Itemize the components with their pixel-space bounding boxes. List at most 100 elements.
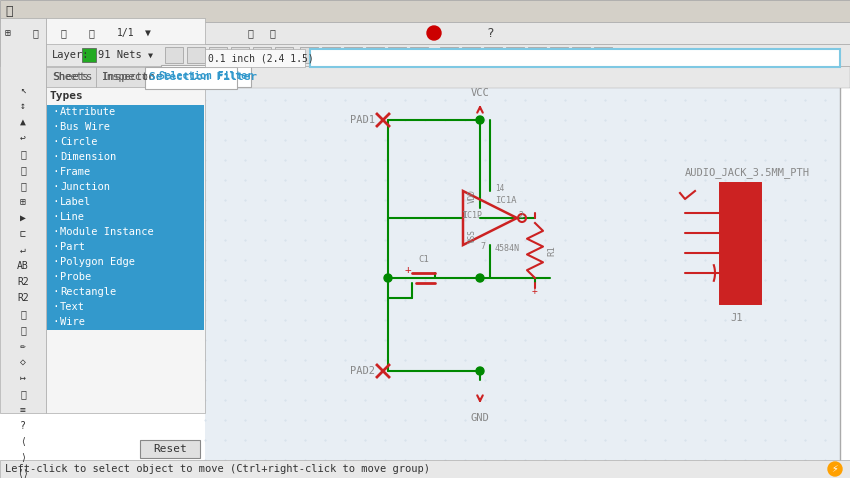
- Circle shape: [476, 274, 484, 282]
- Text: R1: R1: [547, 246, 556, 256]
- Text: 7: 7: [480, 241, 485, 250]
- Text: ↦: ↦: [20, 373, 26, 383]
- Text: ◇: ◇: [20, 357, 26, 367]
- Text: 4584N: 4584N: [495, 243, 520, 252]
- Bar: [47, 180, 204, 195]
- Bar: [47, 240, 204, 255]
- Text: ·: ·: [52, 197, 59, 207]
- Bar: [572, 47, 590, 63]
- Text: Attribute: Attribute: [60, 107, 116, 117]
- Bar: [366, 47, 384, 63]
- Text: 📐: 📐: [89, 28, 95, 38]
- Text: IC1A: IC1A: [495, 196, 517, 205]
- Bar: [47, 120, 204, 135]
- Text: ·: ·: [52, 122, 59, 132]
- Text: ⊏: ⊏: [20, 229, 26, 239]
- Bar: [161, 65, 251, 87]
- Text: ·: ·: [52, 167, 59, 177]
- Text: Text: Text: [60, 302, 85, 312]
- Circle shape: [828, 462, 842, 476]
- Text: ·: ·: [52, 182, 59, 192]
- Text: Dimension: Dimension: [60, 152, 116, 162]
- Bar: [47, 270, 204, 285]
- Text: Frame: Frame: [60, 167, 91, 177]
- Text: 🔍: 🔍: [270, 28, 276, 38]
- Bar: [205, 49, 305, 67]
- Text: 91 Nets: 91 Nets: [98, 50, 142, 60]
- Bar: [165, 47, 183, 63]
- Text: ⟨: ⟨: [20, 437, 26, 447]
- Text: +: +: [532, 286, 538, 296]
- Bar: [82, 48, 96, 62]
- Bar: [47, 165, 204, 180]
- Bar: [440, 47, 458, 63]
- Text: 🔧: 🔧: [5, 4, 13, 18]
- Text: Module Instance: Module Instance: [60, 227, 154, 237]
- Text: 🔒: 🔒: [20, 325, 26, 335]
- Bar: [344, 47, 362, 63]
- Text: PAD2: PAD2: [350, 366, 375, 376]
- Text: ↕: ↕: [20, 101, 26, 111]
- Text: ·: ·: [52, 227, 59, 237]
- Bar: [322, 47, 340, 63]
- Bar: [0, 460, 850, 478]
- Text: 🔍: 🔍: [248, 28, 254, 38]
- Bar: [0, 0, 850, 22]
- Text: Junction: Junction: [60, 182, 110, 192]
- Bar: [46, 67, 96, 87]
- Text: 2: 2: [518, 210, 523, 219]
- Text: 1: 1: [462, 210, 467, 219]
- Bar: [145, 67, 237, 89]
- Text: 14: 14: [495, 184, 504, 193]
- Text: ·: ·: [52, 152, 59, 162]
- Bar: [96, 67, 161, 87]
- Bar: [720, 183, 760, 303]
- Text: VDD: VDD: [468, 189, 477, 203]
- Text: ⊿: ⊿: [20, 389, 26, 399]
- Text: ·: ·: [52, 107, 59, 117]
- Text: Bus Wire: Bus Wire: [60, 122, 110, 132]
- Bar: [594, 47, 612, 63]
- Text: GND: GND: [471, 413, 490, 423]
- Circle shape: [427, 26, 441, 40]
- Text: Sheets: Sheets: [52, 72, 93, 82]
- Text: ▲: ▲: [20, 117, 26, 127]
- Text: ⚡: ⚡: [831, 464, 838, 474]
- Text: Part: Part: [60, 242, 85, 252]
- Text: ↩: ↩: [20, 133, 26, 143]
- Text: ⊞: ⊞: [20, 197, 26, 207]
- Text: ⟨⟩: ⟨⟩: [17, 469, 29, 478]
- Bar: [47, 150, 204, 165]
- Text: ·: ·: [52, 302, 59, 312]
- Text: Label: Label: [60, 197, 91, 207]
- Text: ·: ·: [52, 257, 59, 267]
- Text: ·: ·: [52, 242, 59, 252]
- Text: ·: ·: [52, 272, 59, 282]
- Bar: [47, 195, 204, 210]
- Text: ·: ·: [52, 287, 59, 297]
- Text: J1: J1: [730, 313, 743, 323]
- Text: C1: C1: [418, 256, 428, 264]
- Bar: [550, 47, 568, 63]
- Text: ?: ?: [486, 26, 494, 40]
- Bar: [275, 47, 293, 63]
- Text: 💾: 💾: [33, 28, 39, 38]
- Text: ✏: ✏: [20, 341, 26, 351]
- Text: Sheets: Sheets: [54, 72, 88, 82]
- Text: Probe: Probe: [60, 272, 91, 282]
- Bar: [140, 440, 200, 458]
- Bar: [47, 225, 204, 240]
- Text: 1/1: 1/1: [117, 28, 134, 38]
- Text: ≡: ≡: [20, 405, 26, 415]
- Text: ⟳: ⟳: [20, 309, 26, 319]
- Text: 🖨: 🖨: [61, 28, 67, 38]
- Bar: [47, 300, 204, 315]
- Bar: [47, 315, 204, 330]
- Bar: [253, 47, 271, 63]
- Text: AUDIO_JACK_3.5MM_PTH: AUDIO_JACK_3.5MM_PTH: [685, 168, 810, 178]
- Bar: [209, 47, 227, 63]
- Text: 0.1 inch (2.4 1.5): 0.1 inch (2.4 1.5): [208, 53, 314, 63]
- Text: Polygon Edge: Polygon Edge: [60, 257, 135, 267]
- Text: Line: Line: [60, 212, 85, 222]
- Bar: [187, 47, 205, 63]
